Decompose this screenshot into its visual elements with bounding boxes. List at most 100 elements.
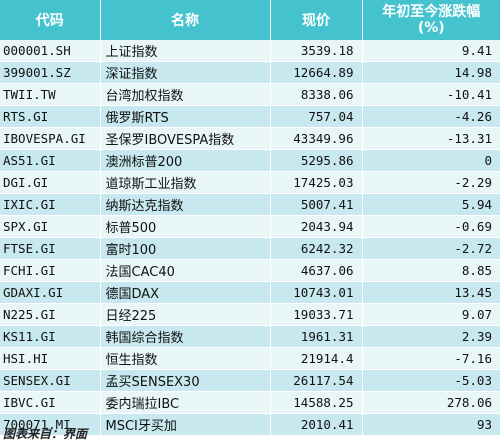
cell-name: 俄罗斯RTS (100, 105, 271, 128)
cell-name: 富时100 (100, 237, 271, 260)
table-row: TWII.TW 台湾加权指数 8338.06 -10.41 (0, 83, 500, 106)
cell-name: 纳斯达克指数 (100, 193, 271, 216)
table-row: GDAXI.GI 德国DAX 10743.01 13.45 (0, 281, 500, 304)
header-name: 名称 (100, 0, 271, 40)
cell-price: 8338.06 (270, 83, 363, 106)
cell-change: 9.41 (362, 40, 500, 62)
cell-price: 3539.18 (270, 40, 363, 62)
cell-name: 法国CAC40 (100, 259, 271, 282)
table-row: 000001.SH 上证指数 3539.18 9.41 (0, 40, 500, 62)
cell-code: 700071.MI (0, 413, 101, 436)
cell-code: IXIC.GI (0, 193, 101, 216)
table-row: IXIC.GI 纳斯达克指数 5007.41 5.94 (0, 193, 500, 216)
cell-price: 2043.94 (270, 215, 363, 238)
cell-price: 26117.54 (270, 369, 363, 392)
cell-change: -5.03 (362, 369, 500, 392)
cell-price: 6242.32 (270, 237, 363, 260)
cell-price: 5295.86 (270, 149, 363, 172)
table-row: AS51.GI 澳洲标普200 5295.86 0 (0, 149, 500, 172)
header-change-label: 年初至今涨跌幅 (382, 4, 481, 20)
cell-code: FCHI.GI (0, 259, 101, 282)
cell-change: 14.98 (362, 61, 500, 84)
cell-name: 澳洲标普200 (100, 149, 271, 172)
cell-change: 8.85 (362, 259, 500, 282)
cell-change: -2.29 (362, 171, 500, 194)
cell-change: 2.39 (362, 325, 500, 348)
table-row: SENSEX.GI 孟买SENSEX30 26117.54 -5.03 (0, 369, 500, 392)
cell-code: RTS.GI (0, 105, 101, 128)
cell-name: 日经225 (100, 303, 271, 326)
cell-code: 000001.SH (0, 40, 101, 62)
cell-change: -7.16 (362, 347, 500, 370)
table-row: N225.GI 日经225 19033.71 9.07 (0, 303, 500, 326)
table-row: KS11.GI 韩国综合指数 1961.31 2.39 (0, 325, 500, 348)
cell-price: 10743.01 (270, 281, 363, 304)
cell-code: SPX.GI (0, 215, 101, 238)
table-body: 000001.SH 上证指数 3539.18 9.41 399001.SZ 深证指数 126… (0, 40, 500, 436)
table-row: 700071.MI MSCI牙买加 2010.41 93 (0, 413, 500, 436)
cell-name: 圣保罗IBOVESPA指数 (100, 127, 271, 150)
table-header: 代码 名称 现价 年初至今涨跌幅 (%) (0, 0, 500, 40)
table-row: SPX.GI 标普500 2043.94 -0.69 (0, 215, 500, 238)
cell-price: 19033.71 (270, 303, 363, 326)
header-row: 代码 名称 现价 年初至今涨跌幅 (%) (0, 0, 500, 40)
cell-code: FTSE.GI (0, 237, 101, 260)
cell-name: 德国DAX (100, 281, 271, 304)
cell-change: 9.07 (362, 303, 500, 326)
cell-price: 5007.41 (270, 193, 363, 216)
cell-change: 93 (362, 413, 500, 436)
cell-change: -13.31 (362, 127, 500, 150)
cell-name: 委内瑞拉IBC (100, 391, 271, 414)
cell-code: SENSEX.GI (0, 369, 101, 392)
header-change-unit: (%) (417, 20, 445, 36)
cell-change: -0.69 (362, 215, 500, 238)
header-code: 代码 (0, 0, 101, 40)
cell-code: HSI.HI (0, 347, 101, 370)
cell-price: 14588.25 (270, 391, 363, 414)
cell-name: 韩国综合指数 (100, 325, 271, 348)
cell-change: -2.72 (362, 237, 500, 260)
cell-price: 757.04 (270, 105, 363, 128)
cell-change: -10.41 (362, 83, 500, 106)
cell-code: AS51.GI (0, 149, 101, 172)
cell-code: N225.GI (0, 303, 101, 326)
header-price: 现价 (270, 0, 363, 40)
cell-price: 4637.06 (270, 259, 363, 282)
cell-code: 399001.SZ (0, 61, 101, 84)
table-row: FCHI.GI 法国CAC40 4637.06 8.85 (0, 259, 500, 282)
source-caption: 图表来自：界面 (3, 427, 88, 441)
cell-name: 恒生指数 (100, 347, 271, 370)
cell-price: 43349.96 (270, 127, 363, 150)
cell-price: 17425.03 (270, 171, 363, 194)
cell-change: 0 (362, 149, 500, 172)
cell-change: 278.06 (362, 391, 500, 414)
cell-name: 孟买SENSEX30 (100, 369, 271, 392)
cell-name: MSCI牙买加 (100, 413, 271, 436)
cell-name: 上证指数 (100, 40, 271, 62)
table-row: DGI.GI 道琼斯工业指数 17425.03 -2.29 (0, 171, 500, 194)
table-row: IBOVESPA.GI 圣保罗IBOVESPA指数 43349.96 -13.31 (0, 127, 500, 150)
cell-change: 13.45 (362, 281, 500, 304)
cell-code: IBOVESPA.GI (0, 127, 101, 150)
cell-price: 12664.89 (270, 61, 363, 84)
cell-name: 深证指数 (100, 61, 271, 84)
cell-name: 台湾加权指数 (100, 83, 271, 106)
cell-name: 标普500 (100, 215, 271, 238)
cell-code: DGI.GI (0, 171, 101, 194)
cell-price: 2010.41 (270, 413, 363, 436)
cell-change: -4.26 (362, 105, 500, 128)
cell-code: IBVC.GI (0, 391, 101, 414)
cell-change: 5.94 (362, 193, 500, 216)
table-row: 399001.SZ 深证指数 12664.89 14.98 (0, 61, 500, 84)
table-row: HSI.HI 恒生指数 21914.4 -7.16 (0, 347, 500, 370)
cell-price: 1961.31 (270, 325, 363, 348)
cell-price: 21914.4 (270, 347, 363, 370)
table-row: IBVC.GI 委内瑞拉IBC 14588.25 278.06 (0, 391, 500, 414)
table-row: FTSE.GI 富时100 6242.32 -2.72 (0, 237, 500, 260)
cell-code: KS11.GI (0, 325, 101, 348)
cell-code: TWII.TW (0, 83, 101, 106)
cell-name: 道琼斯工业指数 (100, 171, 271, 194)
header-change: 年初至今涨跌幅 (%) (362, 0, 500, 40)
